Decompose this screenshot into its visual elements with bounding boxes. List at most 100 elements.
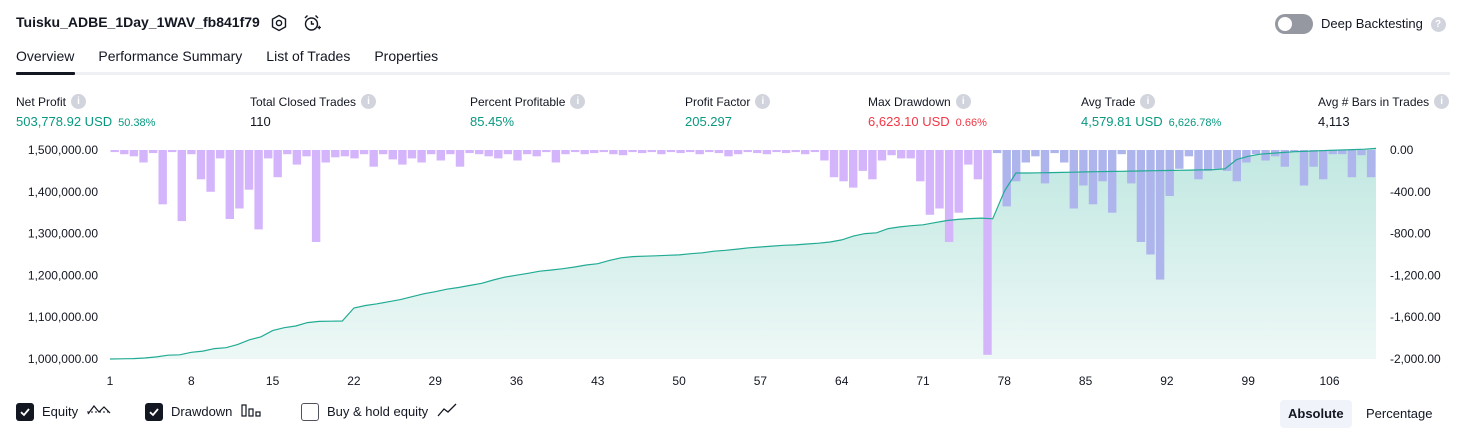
y-left-tick-label: 1,000,000.00 (28, 352, 98, 366)
info-icon[interactable]: i (570, 94, 586, 109)
drawdown-bar (733, 150, 743, 155)
drawdown-bar (714, 150, 724, 154)
drawdown-bar (1290, 150, 1299, 153)
drawdown-bar (868, 150, 877, 180)
equity-drawdown-chart[interactable]: 1 8 15 22 29 36 43 50 57 64 71 78 85 92 99 106 1,500,000… (0, 140, 1466, 400)
y-right-tick-label: -800.00 (1390, 227, 1431, 241)
y-right-tick-label: -1,600.00 (1390, 310, 1441, 324)
drawdown-bar (1213, 150, 1222, 169)
drawdown-bar (196, 150, 206, 180)
drawdown-bar (1079, 150, 1088, 186)
drawdown-checkbox[interactable] (145, 402, 163, 421)
drawdown-bar (772, 150, 781, 153)
info-icon[interactable]: i (1434, 94, 1450, 109)
drawdown-bar (359, 150, 369, 155)
tab-performance-summary[interactable]: Performance Summary (98, 48, 243, 64)
drawdown-bar (244, 150, 254, 190)
equity-checkbox[interactable] (16, 402, 34, 421)
drawdown-bar (944, 150, 954, 242)
drawdown-bar (475, 150, 484, 155)
drawdown-bar (522, 150, 532, 155)
y-left-tick-label: 1,100,000.00 (28, 310, 98, 324)
drawdown-bar (570, 150, 580, 153)
drawdown-bar (1127, 150, 1136, 184)
y-right-tick-label: -2,000.00 (1390, 352, 1441, 366)
metric-percent: 50.38% (118, 117, 156, 129)
drawdown-bar (465, 150, 474, 154)
drawdown-bar (935, 150, 944, 209)
drawdown-bar (503, 150, 513, 155)
drawdown-bar (1108, 150, 1117, 213)
drawdown-bar (110, 150, 119, 153)
drawdown-bar (1117, 150, 1126, 155)
drawdown-bar (1136, 150, 1146, 242)
drawdown-bar (1184, 150, 1194, 157)
drawdown-bar (801, 150, 810, 155)
drawdown-bar (618, 150, 628, 156)
info-icon[interactable]: i (71, 94, 87, 109)
metric-percent: 6,626.78% (1168, 117, 1222, 129)
tab-list-of-trades[interactable]: List of Trades (266, 48, 351, 64)
drawdown-bar (954, 150, 963, 213)
drawdown-bar (1357, 150, 1366, 156)
alarm-clock-icon[interactable] (302, 13, 322, 33)
x-tick-label: 106 (1319, 374, 1339, 388)
metric-max-drawdown: Max Drawdown i 6,623.10 USD 0.66% (868, 94, 987, 129)
drawdown-bar (1223, 150, 1232, 171)
drawdown-bar (455, 150, 465, 167)
info-icon[interactable]: i (955, 94, 971, 109)
drawdown-bar (1261, 150, 1270, 161)
info-icon[interactable]: i (755, 94, 771, 109)
drawdown-bar (580, 150, 589, 155)
drawdown-bar (427, 150, 436, 155)
tab-properties[interactable]: Properties (374, 48, 439, 64)
drawdown-bar (781, 150, 791, 154)
drawdown-bar (398, 150, 407, 165)
drawdown-bar (858, 150, 867, 171)
drawdown-bar (676, 150, 685, 154)
drawdown-bar (925, 150, 935, 215)
drawdown-bar (158, 150, 167, 205)
drawdown-bar (897, 150, 906, 159)
metric-percent-profitable: Percent Profitable i 85.45% (470, 94, 586, 129)
x-tick-label: 92 (1160, 374, 1174, 388)
drawdown-bar (206, 150, 215, 192)
drawdown-bar (906, 150, 915, 159)
y-left-tick-label: 1,500,000.00 (28, 143, 98, 157)
info-icon[interactable]: i (1140, 94, 1156, 109)
drawdown-bar (225, 150, 234, 219)
drawdown-bar (686, 150, 695, 153)
y-right-tick-label: -400.00 (1390, 185, 1431, 199)
deep-backtesting-toggle[interactable] (1275, 14, 1313, 34)
y-right-tick-label: -1,200.00 (1390, 268, 1441, 282)
drawdown-bar (628, 150, 637, 153)
metric-label: Percent Profitable (470, 94, 566, 109)
drawdown-bar (849, 150, 858, 188)
drawdown-bar (532, 150, 541, 157)
percentage-button[interactable]: Percentage (1366, 406, 1433, 421)
trend-line-icon (436, 402, 460, 421)
drawdown-bar (302, 150, 311, 157)
info-icon[interactable]: i (361, 94, 377, 109)
absolute-button[interactable]: Absolute (1280, 400, 1352, 428)
x-tick-label: 43 (591, 374, 605, 388)
tab-overview[interactable]: Overview (16, 48, 75, 64)
buy-hold-checkbox[interactable] (301, 402, 319, 421)
metric-value: 85.45% (470, 114, 515, 129)
tab-divider (16, 72, 1450, 75)
drawdown-bar (1338, 150, 1347, 155)
drawdown-bar (542, 150, 551, 153)
drawdown-bar (331, 150, 340, 158)
deep-backtesting-text: Deep Backtesting (1321, 16, 1423, 31)
legend-buy-hold: Buy & hold equity (301, 402, 460, 421)
metric-value: 4,113 (1318, 114, 1350, 129)
drawdown-bar (590, 150, 599, 154)
drawdown-bar (168, 150, 177, 153)
drawdown-bar (973, 150, 983, 180)
settings-icon[interactable] (269, 13, 289, 33)
drawdown-bar (292, 150, 302, 165)
help-icon[interactable]: ? (1430, 17, 1446, 33)
drawdown-bar (992, 150, 1002, 154)
drawdown-bar (762, 150, 772, 155)
equity-label: Equity (42, 404, 79, 419)
